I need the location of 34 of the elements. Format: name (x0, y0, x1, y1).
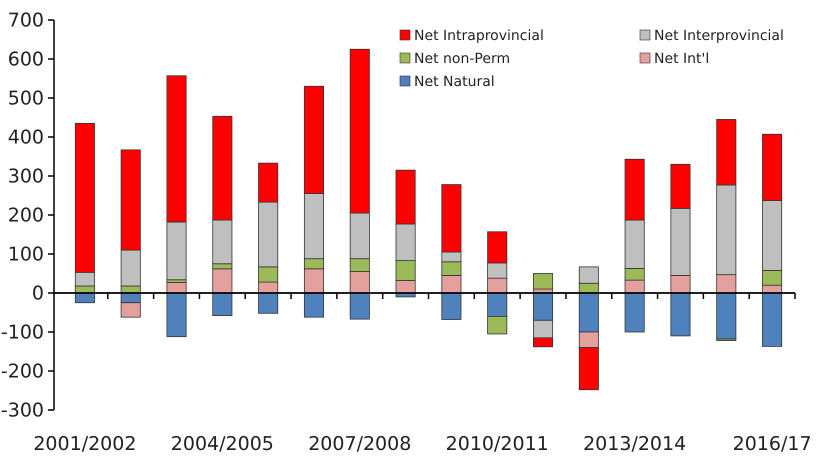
bar (350, 292, 370, 320)
legend-label: Net Intraprovincial (414, 28, 544, 44)
bar (441, 292, 462, 320)
bar (166, 292, 187, 338)
bar (762, 292, 782, 347)
bar (304, 292, 324, 318)
bar (670, 292, 690, 336)
x-tick-label: 2013/2014 (583, 433, 686, 455)
bar (624, 292, 645, 332)
bar (212, 268, 232, 294)
y-tick-label: 400 (8, 126, 44, 149)
y-tick-label: 300 (8, 166, 44, 188)
y-tick-label: -300 (0, 400, 44, 422)
y-tick-label: 100 (8, 244, 44, 266)
bar (212, 292, 232, 316)
y-tick-label: 600 (8, 48, 44, 71)
x-tick-label: 2007/2008 (308, 433, 412, 455)
y-tick-label: 0 (32, 282, 44, 305)
y-tick-label: -100 (0, 322, 44, 344)
y-tick-label: 700 (8, 10, 44, 32)
bar (716, 292, 736, 340)
x-tick-label: 2016/17 (732, 433, 812, 455)
x-tick-label: 2010/2011 (446, 433, 549, 455)
y-tick-label: 500 (8, 88, 44, 110)
legend-label: Net Int'l (654, 50, 710, 67)
y-tick-label: 200 (8, 204, 44, 227)
legend-label: Net non-Perm (414, 50, 510, 67)
bar (533, 273, 554, 290)
y-tick-label: -200 (0, 360, 44, 383)
legend-label: Net Interprovincial (654, 28, 784, 44)
x-tick-label: 2001/2002 (33, 433, 136, 455)
legend-label: Net Natural (414, 74, 495, 90)
x-tick-label: 2004/2005 (170, 433, 274, 455)
bar (258, 292, 278, 314)
